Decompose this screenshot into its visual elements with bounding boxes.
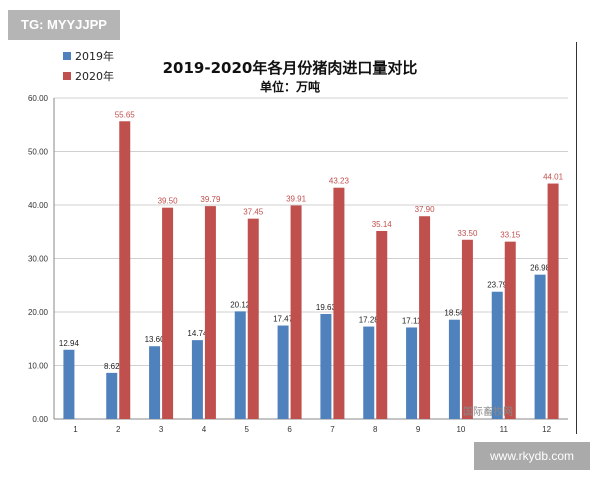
bar-2019: [63, 349, 75, 419]
bar-2019: [320, 313, 332, 419]
x-tick-label: 12: [542, 425, 551, 434]
bar-2019: [363, 326, 375, 419]
data-label-2019: 17.11: [402, 316, 422, 325]
data-label-2020: 44.01: [543, 173, 564, 182]
bar-2019: [491, 291, 503, 419]
bar-2019: [448, 319, 460, 419]
watermark-bottom: www.rkydb.com: [474, 442, 590, 470]
bar-2020: [504, 241, 516, 419]
data-label-2019: 17.47: [273, 315, 294, 324]
bar-2020: [119, 121, 131, 420]
data-label-2020: 39.50: [158, 197, 179, 206]
data-label-2020: 43.23: [329, 177, 350, 186]
data-label-2019: 17.28: [359, 316, 380, 325]
y-tick-label: 20.00: [28, 308, 49, 317]
x-tick-label: 4: [202, 425, 207, 434]
data-label-2019: 23.79: [487, 281, 508, 290]
data-label-2020: 33.15: [500, 231, 521, 240]
x-tick-label: 9: [416, 425, 421, 434]
bar-2020: [461, 239, 473, 419]
x-tick-label: 5: [245, 425, 250, 434]
y-tick-label: 60.00: [28, 94, 49, 103]
x-tick-label: 7: [330, 425, 335, 434]
bar-2019: [534, 274, 546, 419]
bar-2020: [547, 183, 559, 419]
bar-2019: [406, 327, 418, 419]
data-label-2020: 37.45: [243, 208, 264, 217]
x-tick-label: 1: [73, 425, 78, 434]
data-label-2019: 19.63: [316, 303, 337, 312]
bar-2019: [277, 325, 289, 419]
y-tick-label: 0.00: [32, 415, 48, 424]
data-label-2019: 8.62: [104, 362, 120, 371]
legend-swatch-2020: [63, 72, 71, 80]
chart-title: 2019-2020年各月份猪肉进口量对比: [163, 59, 418, 77]
bar-2019: [191, 340, 203, 419]
bar-2020: [333, 187, 345, 419]
x-tick-label: 10: [456, 425, 465, 434]
bar-2020: [247, 218, 259, 419]
bar-2020: [204, 206, 216, 419]
y-tick-label: 50.00: [28, 148, 49, 157]
data-label-2019: 14.74: [187, 329, 208, 338]
x-tick-label: 3: [159, 425, 164, 434]
data-label-2020: 39.91: [286, 194, 307, 203]
bar-2019: [149, 346, 161, 419]
chart-watermark: 国际畜牧网: [463, 405, 513, 418]
data-label-2020: 55.65: [115, 110, 136, 119]
data-label-2019: 26.98: [530, 264, 551, 273]
x-tick-label: 8: [373, 425, 378, 434]
x-tick-label: 2: [116, 425, 121, 434]
y-tick-label: 30.00: [28, 255, 49, 264]
y-tick-label: 10.00: [28, 362, 49, 371]
right-divider-line: [576, 42, 577, 434]
data-label-2020: 33.50: [457, 229, 478, 238]
legend-label-2020: 2020年: [75, 69, 114, 83]
data-label-2020: 37.90: [415, 205, 436, 214]
y-tick-label: 40.00: [28, 201, 49, 210]
bar-2020: [162, 207, 174, 419]
bar-2019: [106, 372, 118, 419]
data-label-2020: 35.14: [372, 220, 393, 229]
bar-2020: [419, 216, 431, 419]
data-label-2019: 20.12: [230, 300, 251, 309]
data-label-2019: 12.94: [59, 339, 80, 348]
bar-2020: [290, 205, 302, 419]
legend-label-2019: 2019年: [75, 49, 114, 63]
data-label-2019: 13.60: [145, 335, 166, 344]
data-label-2020: 39.79: [200, 195, 221, 204]
legend-swatch-2019: [63, 52, 71, 60]
watermark-top: TG: MYYJJPP: [8, 10, 120, 40]
bar-2019: [234, 311, 246, 419]
data-label-2019: 18.56: [444, 309, 465, 318]
bar-2020: [376, 231, 388, 419]
x-tick-label: 6: [287, 425, 292, 434]
x-tick-label: 11: [500, 425, 509, 434]
chart-subtitle: 单位：万吨: [260, 79, 320, 94]
